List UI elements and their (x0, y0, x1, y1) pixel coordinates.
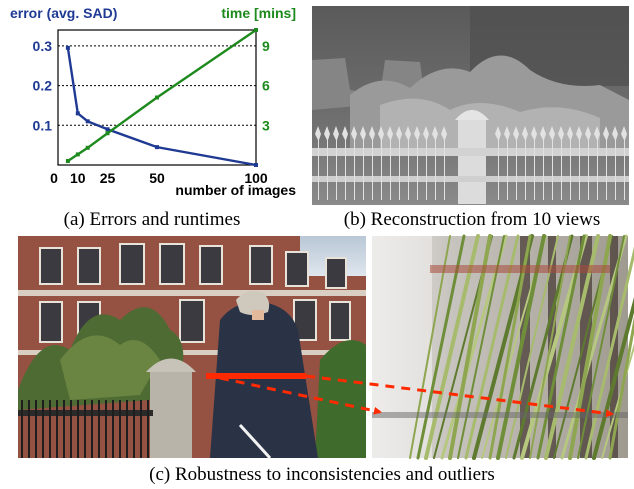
fence-spike (549, 126, 555, 200)
time-point (155, 95, 159, 100)
error-point (155, 145, 159, 150)
fence-spike (405, 126, 411, 200)
fence-spike (396, 126, 402, 200)
error-series-line (66, 47, 257, 167)
correspondence-arrow-1 (305, 374, 614, 418)
time-point (105, 131, 110, 136)
fence-spike (324, 126, 330, 200)
fence-spike (378, 126, 384, 200)
fence-spike (414, 126, 420, 200)
fence-spike (441, 126, 447, 200)
error-point (85, 119, 90, 124)
fence-spike (531, 126, 537, 200)
fence-spike (594, 126, 600, 200)
time-series-line (67, 29, 257, 163)
left-axis-title: error (avg. SAD) (10, 5, 117, 21)
x-tick-label: 25 (100, 170, 116, 186)
right-y-tick-label: 6 (262, 78, 270, 94)
left-y-tick-label: 0.3 (33, 38, 53, 54)
left-y-tick-labels: 0.1 0.2 0.3 (33, 38, 53, 133)
caption-c: (c) Robustness to inconsistencies and ou… (149, 464, 495, 485)
x-tick-label: 100 (244, 170, 268, 186)
correspondence-arrow-2 (219, 376, 382, 415)
right-y-tick-label: 3 (262, 117, 270, 133)
fence-spike (369, 126, 375, 200)
grass-strand (584, 246, 634, 460)
left-y-tick-label: 0.1 (33, 117, 53, 133)
fence-spike (603, 126, 609, 200)
error-point (65, 45, 70, 50)
fence-spike (495, 126, 501, 200)
left-y-tick-label: 0.2 (33, 78, 53, 94)
time-point (65, 159, 70, 164)
fence-spike (342, 126, 348, 200)
fence-spike (315, 126, 321, 200)
x-tick-label: 0 (50, 170, 58, 186)
fence-spike (612, 126, 618, 200)
x-tick-label: 10 (70, 170, 86, 186)
fence-spike (333, 126, 339, 200)
fence-spike (432, 126, 438, 200)
right-axis-title: time [mins] (221, 5, 296, 21)
error-series-points (65, 45, 258, 167)
grass-strand (601, 343, 634, 459)
time-point (75, 152, 80, 157)
error-point (75, 111, 80, 116)
grass-strand (577, 235, 625, 459)
time-point (254, 28, 258, 32)
fence-spike (423, 126, 429, 200)
fence-spike (540, 126, 546, 200)
fence-spike (558, 126, 564, 200)
grass-strand (608, 316, 634, 460)
zoomed-detail-photo (372, 234, 634, 460)
depth-reconstruction-image (312, 6, 629, 205)
fence-spike (387, 126, 393, 200)
x-tick-labels: 0 10 25 50 100 (50, 170, 268, 186)
caption-b: (b) Reconstruction from 10 views (344, 209, 600, 230)
street-photo (18, 236, 366, 460)
fence-spike (585, 126, 591, 200)
error-point (105, 127, 110, 132)
time-point (85, 145, 90, 150)
fence-spike (513, 126, 519, 200)
gridlines (58, 45, 256, 126)
x-tick-label: 50 (149, 170, 165, 186)
fence-spike (522, 126, 528, 200)
fence-spike (360, 126, 366, 200)
x-axis-title: number of images (175, 182, 296, 198)
fence-spike (567, 126, 573, 200)
error-runtime-chart: 0 10 25 50 100 0.1 0.2 0.3 3 6 9 error (avg. SAD… (10, 5, 296, 198)
error-point (254, 163, 258, 167)
right-y-tick-label: 9 (262, 38, 270, 54)
right-y-tick-labels: 3 6 9 (262, 38, 270, 133)
fence-spike (576, 126, 582, 200)
caption-a: (a) Errors and runtimes (64, 209, 241, 230)
fence-spike (504, 126, 510, 200)
time-series-points (65, 28, 258, 164)
fence-spike (351, 126, 357, 200)
grass-strand (592, 296, 634, 460)
fence-spike (621, 126, 627, 200)
plot-frame (57, 29, 257, 166)
